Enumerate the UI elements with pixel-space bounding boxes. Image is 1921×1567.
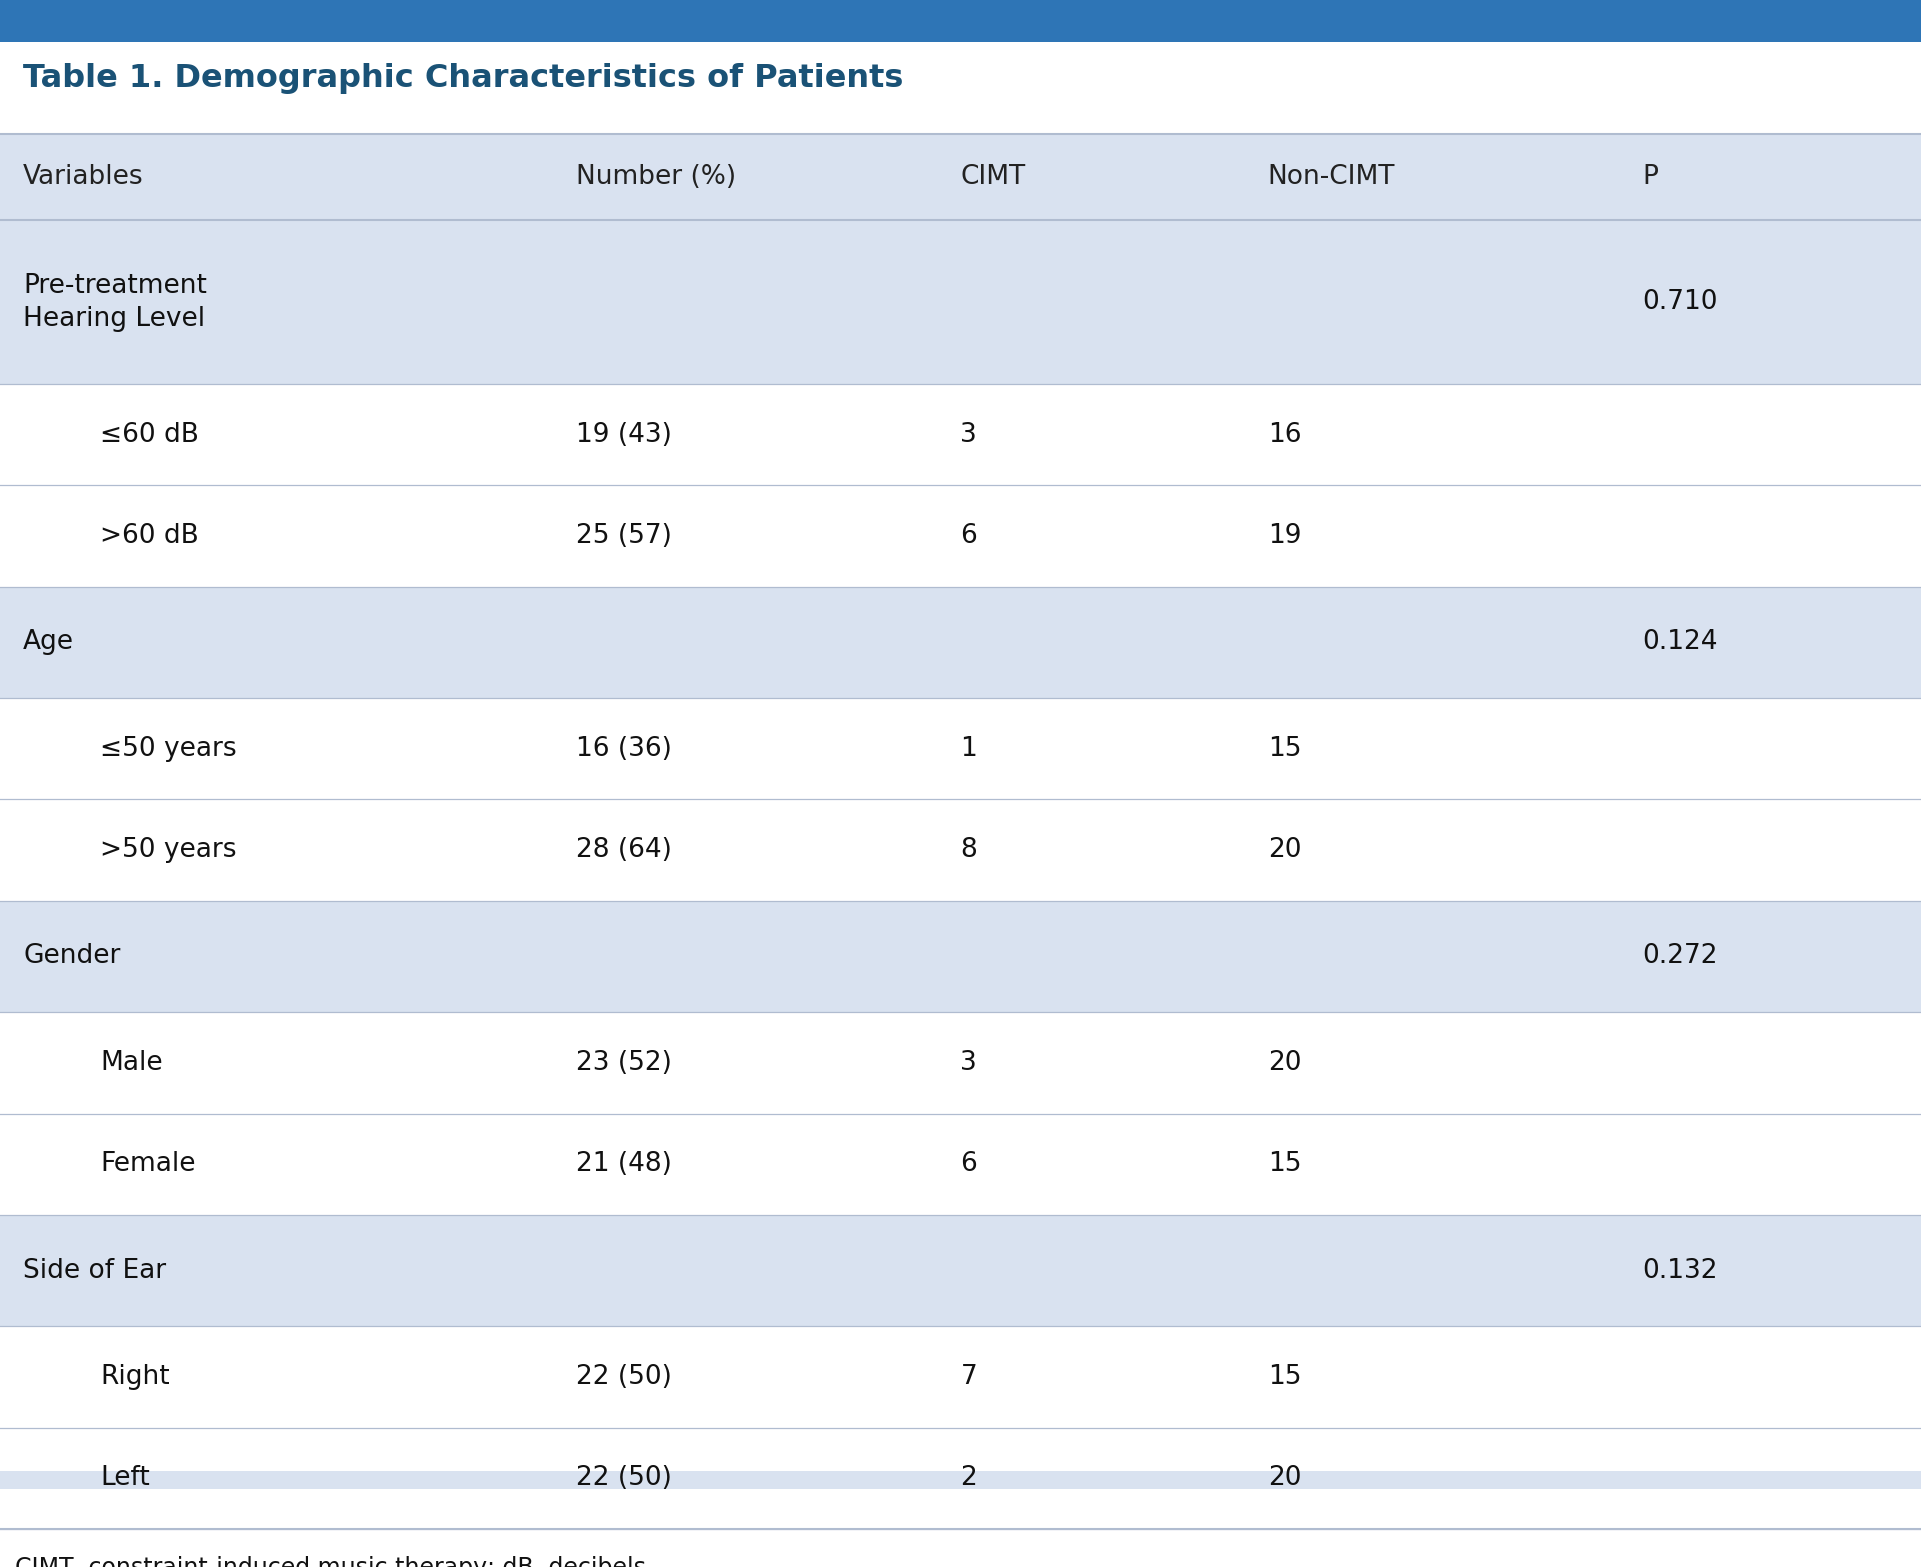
Text: 28 (64): 28 (64) — [576, 837, 672, 863]
Text: 6: 6 — [960, 523, 978, 548]
Text: 16 (36): 16 (36) — [576, 736, 672, 762]
FancyBboxPatch shape — [0, 221, 1921, 384]
Text: >60 dB: >60 dB — [100, 523, 198, 548]
Text: 6: 6 — [960, 1152, 978, 1177]
FancyBboxPatch shape — [0, 1012, 1921, 1114]
FancyBboxPatch shape — [0, 0, 1921, 42]
Text: CIMT, constraint-induced music therapy; dB, decibels.: CIMT, constraint-induced music therapy; … — [15, 1556, 653, 1567]
Text: 3: 3 — [960, 1050, 978, 1077]
Text: Left: Left — [100, 1465, 150, 1492]
Text: 23 (52): 23 (52) — [576, 1050, 672, 1077]
Text: 1: 1 — [960, 736, 978, 762]
Text: 7: 7 — [960, 1363, 978, 1390]
FancyBboxPatch shape — [0, 1428, 1921, 1529]
FancyBboxPatch shape — [0, 799, 1921, 901]
Text: Non-CIMT: Non-CIMT — [1268, 165, 1395, 190]
Text: 25 (57): 25 (57) — [576, 523, 672, 548]
FancyBboxPatch shape — [0, 384, 1921, 486]
FancyBboxPatch shape — [0, 1326, 1921, 1428]
Text: 20: 20 — [1268, 1050, 1301, 1077]
FancyBboxPatch shape — [0, 699, 1921, 799]
Text: Variables: Variables — [23, 165, 144, 190]
Text: 19 (43): 19 (43) — [576, 422, 672, 448]
FancyBboxPatch shape — [0, 135, 1921, 221]
Text: ≤60 dB: ≤60 dB — [100, 422, 198, 448]
Text: 0.132: 0.132 — [1642, 1258, 1717, 1283]
Text: Age: Age — [23, 630, 75, 655]
Text: Table 1. Demographic Characteristics of Patients: Table 1. Demographic Characteristics of … — [23, 63, 903, 94]
Text: 22 (50): 22 (50) — [576, 1465, 672, 1492]
FancyBboxPatch shape — [0, 1114, 1921, 1214]
Text: Female: Female — [100, 1152, 196, 1177]
Text: 20: 20 — [1268, 1465, 1301, 1492]
Text: 21 (48): 21 (48) — [576, 1152, 672, 1177]
FancyBboxPatch shape — [0, 1471, 1921, 1489]
Text: P: P — [1642, 165, 1658, 190]
Text: CIMT: CIMT — [960, 165, 1026, 190]
Text: 15: 15 — [1268, 1363, 1301, 1390]
Text: ≤50 years: ≤50 years — [100, 736, 236, 762]
FancyBboxPatch shape — [0, 486, 1921, 586]
Text: Pre-treatment
Hearing Level: Pre-treatment Hearing Level — [23, 273, 207, 332]
Text: 22 (50): 22 (50) — [576, 1363, 672, 1390]
Text: Right: Right — [100, 1363, 169, 1390]
Text: Gender: Gender — [23, 943, 121, 970]
Text: 0.124: 0.124 — [1642, 630, 1717, 655]
Text: 15: 15 — [1268, 1152, 1301, 1177]
Text: 20: 20 — [1268, 837, 1301, 863]
FancyBboxPatch shape — [0, 901, 1921, 1012]
Text: Number (%): Number (%) — [576, 165, 736, 190]
Text: 15: 15 — [1268, 736, 1301, 762]
Text: 19: 19 — [1268, 523, 1301, 548]
Text: 0.710: 0.710 — [1642, 290, 1717, 315]
FancyBboxPatch shape — [0, 1214, 1921, 1326]
Text: Male: Male — [100, 1050, 163, 1077]
Text: 0.272: 0.272 — [1642, 943, 1717, 970]
Text: 8: 8 — [960, 837, 978, 863]
Text: 3: 3 — [960, 422, 978, 448]
Text: >50 years: >50 years — [100, 837, 236, 863]
Text: 2: 2 — [960, 1465, 978, 1492]
FancyBboxPatch shape — [0, 586, 1921, 699]
Text: Side of Ear: Side of Ear — [23, 1258, 167, 1283]
Text: 16: 16 — [1268, 422, 1301, 448]
